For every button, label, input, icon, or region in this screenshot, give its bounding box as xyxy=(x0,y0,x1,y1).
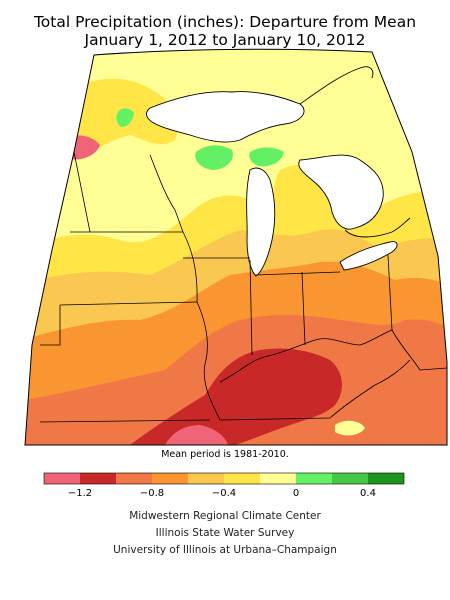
mean-period-note: Mean period is 1981-2010. xyxy=(161,449,289,460)
boundary-kentucky-virginia xyxy=(329,359,411,419)
legend-swatch-0 xyxy=(44,473,80,484)
boundary-minnesota-wisconsin xyxy=(149,154,184,233)
legend-swatch-1 xyxy=(80,473,116,484)
credit-line-1: Midwestern Regional Climate Center xyxy=(129,510,321,522)
boundary-nebraska-kansas xyxy=(40,305,61,346)
legend-tick-label-0: −1.2 xyxy=(67,488,93,499)
boundary-kentucky-tennessee xyxy=(219,417,331,421)
shoreline-canada-coast xyxy=(299,66,411,238)
legend-swatch-3 xyxy=(152,473,188,484)
legend-swatch-5 xyxy=(224,473,260,484)
legend-swatch-4 xyxy=(188,473,224,484)
legend-swatch-8 xyxy=(332,473,368,484)
boundary-west-virginia xyxy=(391,329,448,371)
field-green-upper-peninsula-east xyxy=(249,147,284,167)
boundary-illinois-indiana xyxy=(249,259,253,356)
shorelines xyxy=(146,66,411,277)
field-red xyxy=(130,348,342,445)
lake-michigan xyxy=(246,168,275,276)
lake-huron xyxy=(298,155,384,230)
shoreline-huron xyxy=(298,154,384,230)
map-title-line-2: January 1, 2012 to January 10, 2012 xyxy=(84,31,366,49)
legend-swatch-2 xyxy=(116,473,152,484)
credit-line-2: Illinois State Water Survey xyxy=(155,527,295,539)
field-green-upper-peninsula-west xyxy=(195,145,233,170)
legend-swatch-9 xyxy=(368,473,404,484)
boundary-dakotas xyxy=(73,151,91,233)
boundary-missouri-arkansas xyxy=(39,419,211,423)
legend-tick-label-1: −0.8 xyxy=(139,488,165,499)
boundary-iowa-missouri xyxy=(59,301,198,306)
shoreline-michigan xyxy=(246,167,276,277)
legend-tick-label-4: 0.4 xyxy=(360,488,376,499)
legend-swatch-6 xyxy=(260,473,296,484)
credit-line-3: University of Illinois at Urbana–Champai… xyxy=(113,544,337,556)
lake-superior xyxy=(146,91,305,143)
lake-erie xyxy=(340,241,398,270)
map-title-line-1: Total Precipitation (inches): Departure … xyxy=(33,13,417,31)
field-pink-south xyxy=(165,425,228,445)
precip-fields xyxy=(25,49,447,446)
state-boundaries xyxy=(39,151,448,423)
boundary-indiana-ohio xyxy=(301,271,306,346)
field-light-yellow-southeast xyxy=(335,420,365,436)
boundary-ohio-pennsylvania xyxy=(387,254,393,331)
boundary-ohio-river xyxy=(219,329,393,383)
field-green-northwest xyxy=(116,108,134,127)
shoreline-erie xyxy=(339,241,398,271)
legend-swatch-7 xyxy=(296,473,332,484)
shoreline-superior xyxy=(146,91,305,143)
map-outline xyxy=(24,48,448,446)
color-legend xyxy=(43,472,405,485)
legend-frame xyxy=(43,472,405,485)
boundary-mississippi-river xyxy=(182,231,221,421)
boundary-michigan-south xyxy=(254,271,341,276)
legend-tick-label-3: 0 xyxy=(292,488,300,499)
legend-tick-label-2: −0.4 xyxy=(211,488,237,499)
